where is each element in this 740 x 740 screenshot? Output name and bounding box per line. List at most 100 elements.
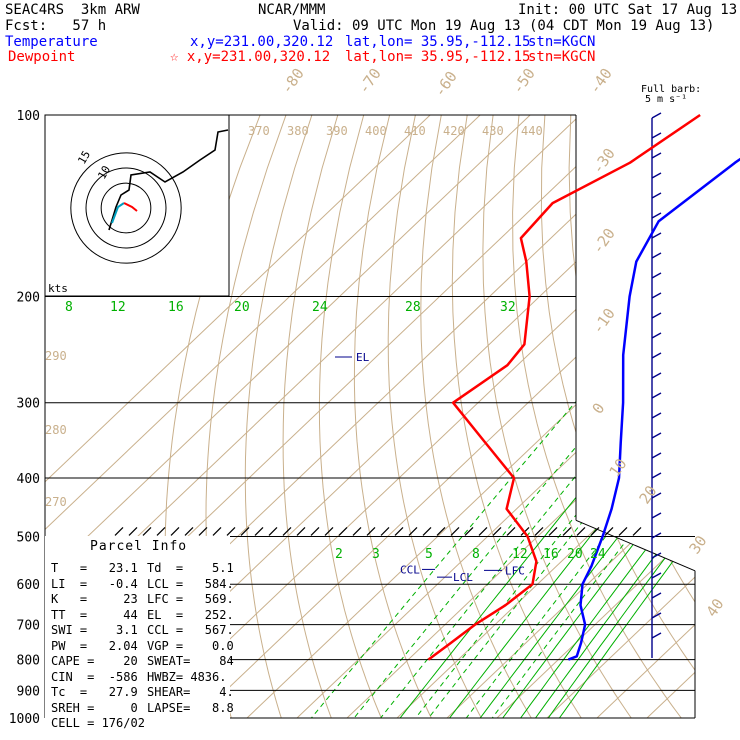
- hodograph-ring-label: 15: [75, 149, 93, 167]
- hatch-mark: [198, 527, 208, 536]
- parcel-value-left: T = 23.1: [51, 561, 138, 575]
- hatch-mark: [576, 527, 586, 536]
- dry-adiabat-line: [596, 115, 695, 718]
- chamfer-frame: [575, 519, 696, 572]
- hodograph-low-trace: [111, 202, 125, 224]
- parcel-value-right: CCL = 567.: [147, 623, 234, 637]
- mixing-ratio-label: 28: [405, 300, 421, 315]
- isotherm-line: [196, 115, 695, 718]
- dry-adiabat-line: [482, 115, 632, 718]
- parcel-row: SWI = 3.1 CCL = 567.: [51, 623, 234, 639]
- hatch-mark: [282, 527, 292, 536]
- wind-barb-flag: [651, 392, 662, 399]
- isotherm-label: 20: [636, 482, 661, 507]
- mixing-ratio-label: 24: [590, 547, 606, 562]
- parcel-value-left: CAPE = 20: [51, 654, 138, 668]
- wind-barb-flag: [651, 132, 662, 139]
- hatch-mark: [548, 527, 558, 536]
- mixing-ratio-label: 8: [472, 547, 480, 562]
- hatch-mark: [562, 527, 572, 536]
- mixing-ratio-label: 20: [234, 300, 250, 315]
- hodograph-ring: [100, 182, 152, 234]
- hatch-mark: [478, 527, 488, 536]
- temperature-legend-label: Temperature: [5, 34, 98, 50]
- hatch-mark: [450, 527, 460, 536]
- parcel-value-right: Td = 5.1: [147, 561, 234, 575]
- hatch-mark: [128, 527, 138, 536]
- wind-barb-flag: [651, 292, 662, 299]
- wind-barb-flag: [651, 212, 662, 219]
- isotherm-label: 30: [686, 532, 711, 557]
- parcel-row: TT = 44 EL = 252.: [51, 608, 234, 624]
- hatch-mark: [212, 527, 222, 536]
- mixing-ratio-label: 20: [567, 547, 583, 562]
- isotherm-line: [596, 115, 695, 718]
- mixing-ratio-label: 5: [425, 547, 433, 562]
- hatch-mark: [394, 527, 404, 536]
- mixing-ratio-label: 2: [335, 547, 343, 562]
- pressure-tick-label: 900: [17, 684, 40, 699]
- mixing-ratio-label: 32: [500, 300, 516, 315]
- init-time: Init: 00 UTC Sat 17 Aug 13: [518, 2, 738, 18]
- isotherm-line: [396, 115, 695, 718]
- isotherm-label: -60: [431, 68, 461, 101]
- parcel-value-left: Tc = 27.9: [51, 685, 138, 699]
- parcel-row: Tc = 27.9 SHEAR= 4.: [51, 685, 234, 701]
- theta-label: 390: [326, 124, 348, 138]
- theta-side-label: 270: [45, 495, 67, 509]
- dewpoint-location: ☆ x,y=231.00,320.12: [170, 49, 331, 65]
- hatch-mark: [366, 527, 376, 536]
- parcel-row: LI = -0.4 LCL = 584.: [51, 577, 234, 593]
- temperature-line: [567, 157, 740, 661]
- mixing-ratio-label: 12: [512, 547, 528, 562]
- parcel-value-right: LAPSE= 8.8: [147, 700, 234, 715]
- barb-legend-line1: Full barb:: [641, 84, 702, 95]
- dry-adiabat-line: [387, 115, 482, 718]
- mixing-ratio-label: 24: [312, 300, 328, 315]
- isotherm-label: -70: [355, 65, 385, 98]
- hatch-mark: [170, 527, 180, 536]
- pressure-tick-label: 200: [17, 291, 40, 306]
- mixing-ratio-label: 16: [168, 300, 184, 315]
- hodograph-units-label: kts: [48, 282, 68, 295]
- theta-side-label: 290: [45, 349, 67, 363]
- parcel-value-right: VGP = 0.0: [147, 638, 234, 653]
- sounding-series: EL LFC LCL CCL: [335, 113, 740, 661]
- hatch-mark: [408, 527, 418, 536]
- parcel-value-left: CIN = -586: [51, 669, 138, 684]
- theta-label: 420: [443, 124, 465, 138]
- dry-adiabat-line: [673, 115, 695, 718]
- wind-barb-flag: [651, 372, 662, 379]
- el-label: EL: [356, 351, 370, 364]
- hatch-mark: [268, 527, 278, 536]
- parcel-row: CIN = -586 HWBZ= 4836.: [51, 670, 234, 686]
- wind-barb-flag: [651, 312, 662, 319]
- hatch-mark: [338, 527, 348, 536]
- dry-adiabat-line: [318, 115, 382, 718]
- hatch-mark: [534, 527, 544, 536]
- pressure-tick-label: 800: [17, 654, 40, 669]
- hatch-mark: [506, 527, 516, 536]
- mixing-ratio-label: 8: [65, 300, 73, 315]
- hatch-mark: [492, 527, 502, 536]
- dewpoint-legend-label: Dewpoint: [8, 49, 76, 65]
- hatch-mark: [226, 527, 236, 536]
- wind-barb-flag: [651, 592, 662, 599]
- parcel-info-box: Parcel Info T = 23.1 Td = 5.1 LI = -0.4 LCL…: [45, 536, 234, 731]
- wind-barb-flag: [651, 192, 662, 199]
- theta-label: 380: [287, 124, 309, 138]
- isotherm-label: -10: [589, 305, 619, 338]
- parcel-value-left: SREH = 0: [51, 700, 138, 715]
- theta-label: 410: [404, 124, 426, 138]
- wind-barb-flag: [651, 172, 662, 179]
- wind-barb-flag: [651, 472, 662, 479]
- hodograph-ring-label: 10: [95, 164, 113, 182]
- mixing-ratio-line: [311, 296, 666, 718]
- parcel-value-left: CELL = 176/02: [51, 716, 145, 730]
- hatch-mark: [184, 527, 194, 536]
- hatch-mark: [436, 527, 446, 536]
- hodograph-ring: [85, 167, 167, 249]
